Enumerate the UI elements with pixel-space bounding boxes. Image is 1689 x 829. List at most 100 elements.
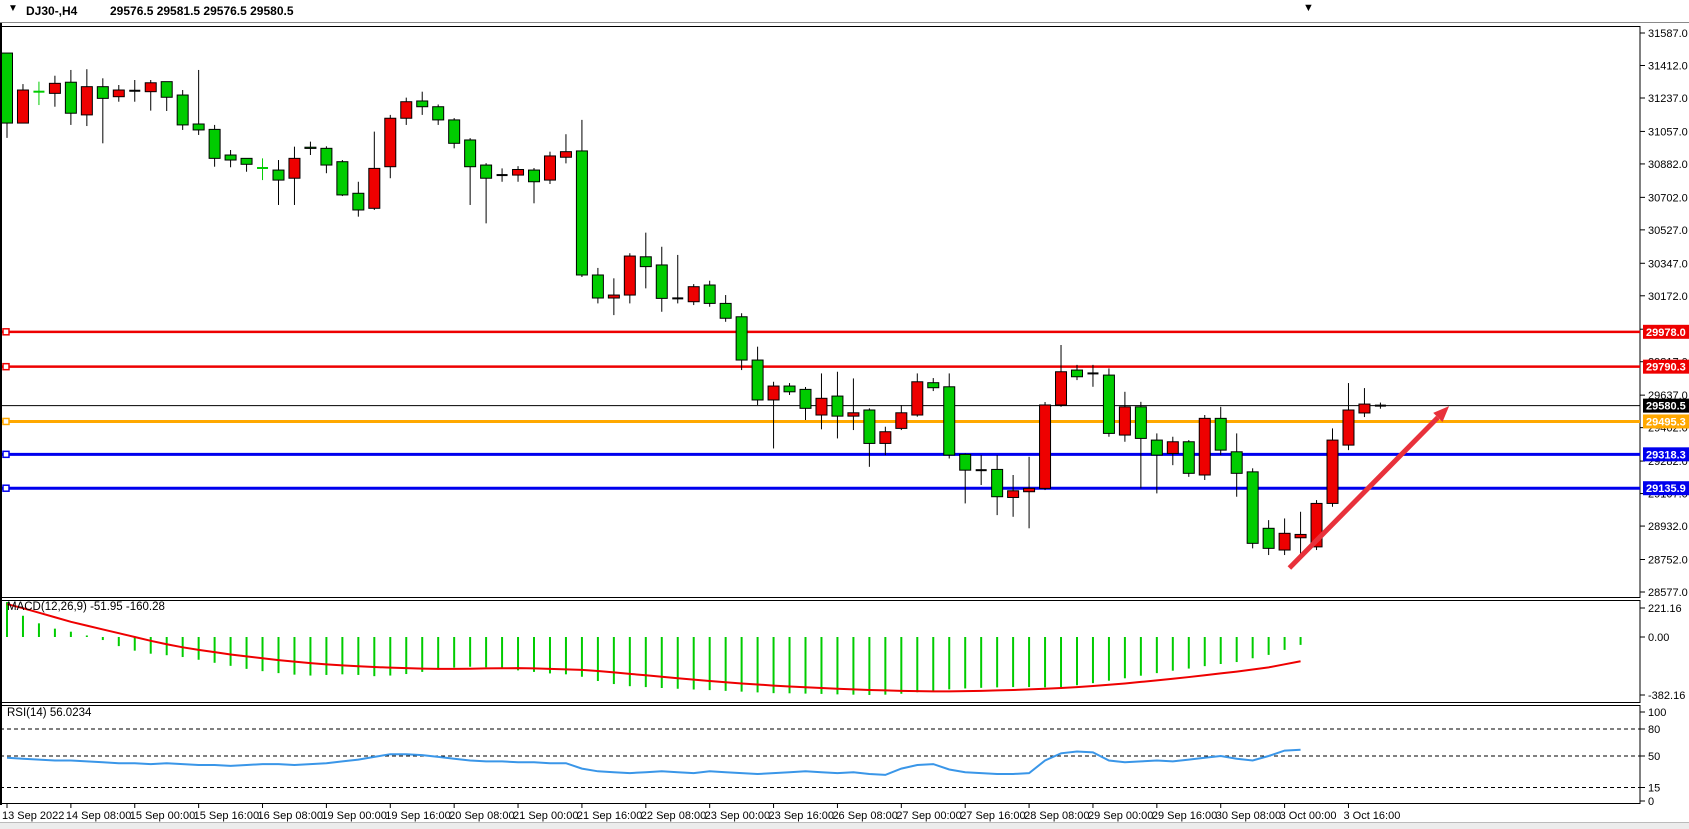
candle [1150, 433, 1163, 494]
candle [448, 118, 461, 149]
candle [208, 124, 221, 167]
time-tick-label: 19 Sep 00:00 [321, 810, 386, 822]
svg-text:29978.0: 29978.0 [1646, 327, 1686, 339]
candle [879, 426, 892, 456]
price-tick-label: 30882.0 [1648, 159, 1688, 171]
candle [831, 371, 844, 439]
candle [528, 168, 541, 204]
candle [288, 146, 301, 205]
candle [639, 232, 652, 289]
trend-arrow[interactable] [1287, 406, 1450, 570]
candle [591, 267, 604, 304]
candle [257, 158, 269, 181]
price-line-tag: 29135.9 [1643, 481, 1689, 496]
price-line-tag: 29495.3 [1643, 414, 1689, 429]
chart-shift-icon[interactable]: ▼ [1303, 2, 1314, 14]
price-tick-label: 30347.0 [1648, 258, 1688, 270]
chart-left-border [0, 23, 2, 805]
price-tick-label: 28752.0 [1648, 554, 1688, 566]
candle [176, 90, 189, 130]
candle [64, 69, 77, 125]
candle [432, 104, 445, 125]
time-tick-label: 30 Sep 08:00 [1216, 810, 1281, 822]
candle [959, 453, 972, 504]
candle [1374, 402, 1386, 409]
price-tick-label: 30172.0 [1648, 291, 1688, 303]
line-anchor-icon[interactable] [2, 484, 10, 492]
candle [815, 373, 828, 430]
candle [1294, 511, 1307, 556]
candle [943, 373, 956, 459]
candle [1326, 428, 1339, 507]
time-tick-label: 21 Sep 00:00 [513, 810, 578, 822]
price-tick-label: 30702.0 [1648, 192, 1688, 204]
svg-text:29318.3: 29318.3 [1646, 449, 1686, 461]
candle [400, 97, 413, 125]
candle [240, 157, 253, 172]
candle [48, 75, 61, 107]
ohlc-readout: 29576.5 29581.5 29576.5 29580.5 [110, 4, 294, 18]
candle [512, 166, 525, 182]
candle [735, 313, 748, 371]
candle [224, 149, 237, 168]
line-anchor-icon[interactable] [2, 417, 10, 426]
candle [623, 253, 636, 304]
status-strip [0, 822, 1689, 829]
price-tick-label: 31057.0 [1648, 126, 1688, 138]
line-anchor-icon[interactable] [2, 450, 10, 459]
line-anchor-icon[interactable] [2, 362, 10, 371]
candle [368, 131, 381, 210]
line-anchor-icon[interactable] [2, 328, 10, 336]
main-panel [0, 26, 1641, 598]
time-tick-label: 20 Sep 08:00 [449, 810, 514, 822]
candle [1070, 364, 1083, 381]
candle [927, 378, 940, 392]
price-tick-label: 28577.0 [1648, 587, 1688, 599]
candle [847, 378, 860, 431]
candle [783, 383, 796, 395]
candle [575, 119, 588, 278]
candle [1039, 402, 1052, 491]
candle [863, 408, 876, 467]
time-tick-label: 26 Sep 08:00 [832, 810, 897, 822]
svg-text:29495.3: 29495.3 [1646, 416, 1686, 428]
symbol-dropdown-icon[interactable]: ▼ [8, 3, 18, 14]
candle [272, 160, 285, 205]
candle [1342, 383, 1355, 451]
candle [1102, 368, 1115, 437]
candle [1214, 406, 1227, 456]
candle [751, 346, 764, 405]
candle [80, 69, 93, 127]
candle [112, 84, 125, 102]
candle [320, 146, 333, 174]
rsi-tick-label: 0 [1648, 796, 1654, 808]
candle [1118, 391, 1131, 442]
time-tick-label: 16 Sep 08:00 [258, 810, 323, 822]
price-tick-label: 28932.0 [1648, 521, 1688, 533]
candle [672, 254, 684, 304]
candle [655, 246, 668, 312]
price-line-tag: 29790.3 [1643, 359, 1689, 374]
macd-signal-line [6, 603, 1301, 693]
svg-text:29580.5: 29580.5 [1646, 401, 1686, 413]
time-tick-label: 3 Oct 16:00 [1343, 810, 1400, 822]
time-tick-label: 19 Sep 16:00 [385, 810, 450, 822]
rsi-tick-label: 15 [1648, 783, 1660, 795]
candle [607, 278, 620, 316]
price-line-tag: 29318.3 [1643, 447, 1689, 462]
macd-tick-label: 221.16 [1648, 603, 1682, 615]
candle [1087, 364, 1099, 387]
time-tick-label: 27 Sep 16:00 [960, 810, 1025, 822]
price-tick-label: 30527.0 [1648, 225, 1688, 237]
candle [464, 138, 477, 205]
time-tick-label: 23 Sep 16:00 [769, 810, 834, 822]
candle [895, 404, 908, 431]
candle [1134, 401, 1147, 489]
time-tick-label: 29 Sep 16:00 [1152, 810, 1217, 822]
candle [1007, 474, 1020, 517]
rsi-line [6, 748, 1301, 776]
candle [129, 79, 141, 102]
candle [1246, 468, 1259, 549]
